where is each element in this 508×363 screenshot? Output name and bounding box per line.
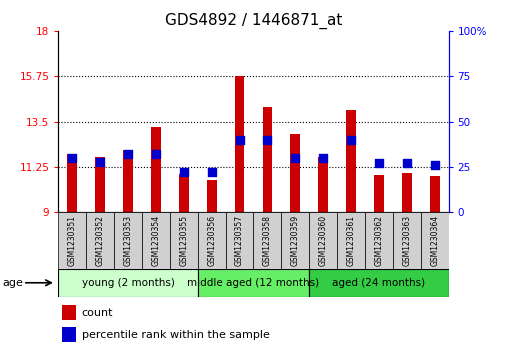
Text: GDS4892 / 1446871_at: GDS4892 / 1446871_at: [165, 13, 343, 29]
Text: GSM1230362: GSM1230362: [374, 215, 384, 266]
Text: GSM1230351: GSM1230351: [68, 215, 77, 266]
Bar: [309, 269, 449, 297]
Bar: [430, 176, 439, 212]
Point: [291, 155, 299, 161]
Point: [319, 155, 327, 161]
Bar: [402, 173, 411, 212]
Text: GSM1230354: GSM1230354: [151, 215, 161, 266]
Bar: [179, 174, 188, 212]
Text: GSM1230360: GSM1230360: [319, 215, 328, 266]
Bar: [123, 150, 133, 212]
Bar: [393, 212, 421, 269]
Bar: [58, 269, 198, 297]
Bar: [62, 305, 76, 320]
Bar: [374, 175, 384, 212]
Bar: [198, 269, 309, 297]
Point: [96, 159, 104, 164]
Bar: [263, 107, 272, 212]
Text: GSM1230355: GSM1230355: [179, 215, 188, 266]
Bar: [365, 212, 393, 269]
Bar: [281, 212, 309, 269]
Bar: [337, 212, 365, 269]
Point: [431, 162, 439, 168]
Bar: [142, 212, 170, 269]
Bar: [319, 157, 328, 212]
Bar: [346, 110, 356, 212]
Point: [124, 151, 132, 157]
Text: GSM1230357: GSM1230357: [235, 215, 244, 266]
Text: GSM1230352: GSM1230352: [96, 215, 105, 266]
Text: age: age: [3, 278, 23, 288]
Text: aged (24 months): aged (24 months): [332, 278, 426, 288]
Text: middle aged (12 months): middle aged (12 months): [187, 278, 320, 288]
Bar: [86, 212, 114, 269]
Text: GSM1230359: GSM1230359: [291, 215, 300, 266]
Point: [347, 137, 355, 143]
Bar: [421, 212, 449, 269]
Bar: [207, 180, 216, 212]
Point: [375, 160, 383, 166]
Text: GSM1230353: GSM1230353: [123, 215, 133, 266]
Bar: [170, 212, 198, 269]
Bar: [253, 212, 281, 269]
Text: young (2 months): young (2 months): [82, 278, 175, 288]
Text: GSM1230356: GSM1230356: [207, 215, 216, 266]
Bar: [291, 134, 300, 212]
Bar: [114, 212, 142, 269]
Point: [403, 160, 411, 166]
Bar: [68, 154, 77, 212]
Text: GSM1230358: GSM1230358: [263, 215, 272, 266]
Text: GSM1230363: GSM1230363: [402, 215, 411, 266]
Bar: [198, 212, 226, 269]
Point: [180, 170, 188, 175]
Point: [68, 155, 76, 161]
Point: [236, 137, 244, 143]
Bar: [226, 212, 253, 269]
Text: percentile rank within the sample: percentile rank within the sample: [82, 330, 270, 339]
Text: count: count: [82, 308, 113, 318]
Bar: [309, 212, 337, 269]
Point: [208, 170, 216, 175]
Bar: [96, 157, 105, 212]
Text: GSM1230361: GSM1230361: [346, 215, 356, 266]
Bar: [151, 127, 161, 212]
Point: [152, 151, 160, 157]
Bar: [58, 212, 86, 269]
Bar: [235, 76, 244, 212]
Text: GSM1230364: GSM1230364: [430, 215, 439, 266]
Bar: [62, 327, 76, 342]
Point: [263, 137, 271, 143]
